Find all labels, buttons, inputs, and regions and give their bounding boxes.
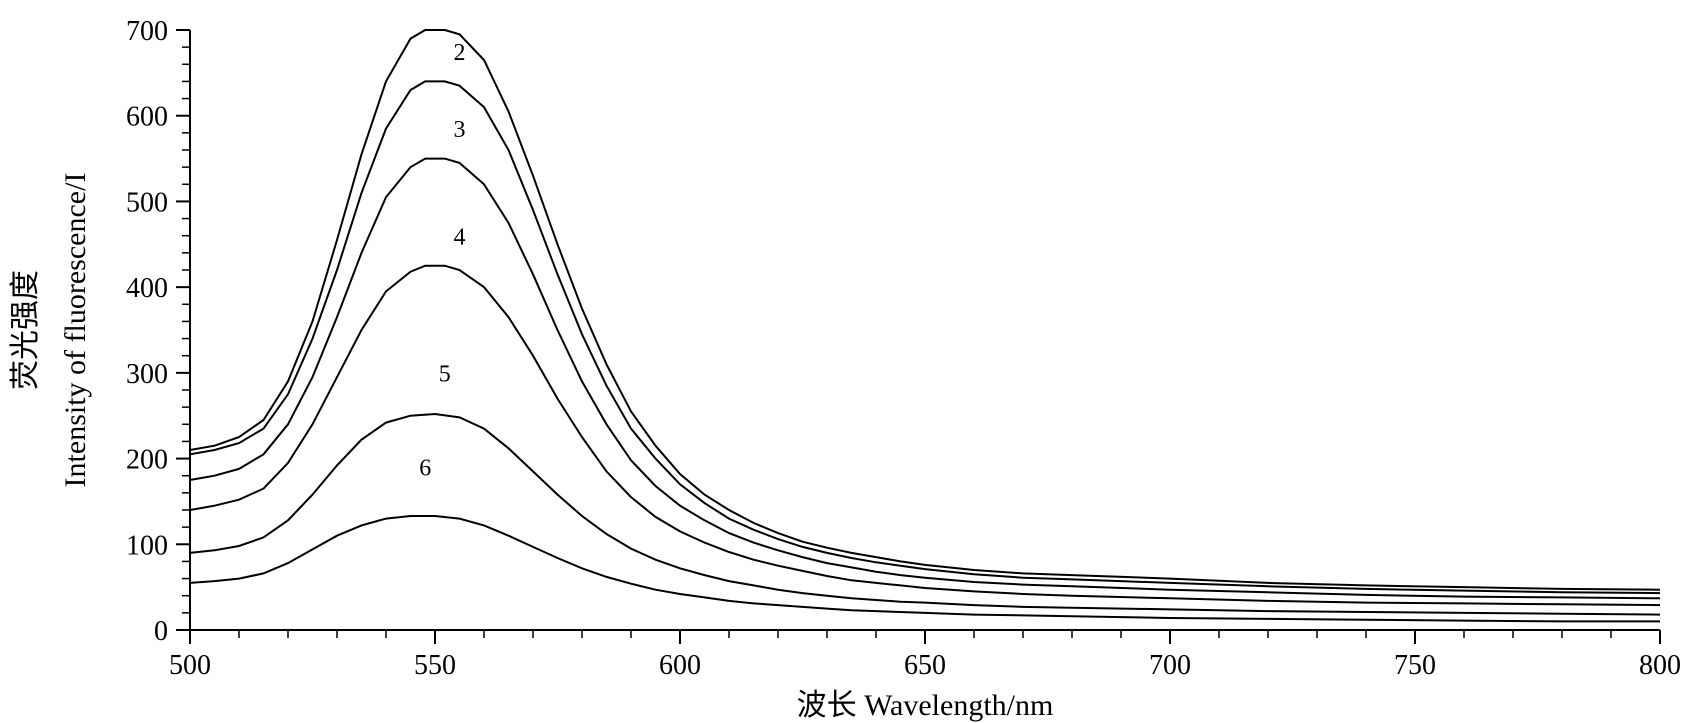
series-line-3 <box>190 159 1660 599</box>
y-tick-label: 700 <box>126 16 168 47</box>
series-line-4 <box>190 266 1660 605</box>
y-tick-label: 300 <box>126 359 168 390</box>
x-tick-label: 700 <box>1149 650 1191 681</box>
y-tick-label: 200 <box>126 445 168 476</box>
y-axis-label-cn: 荧光强度 <box>9 270 42 390</box>
y-axis-label-en: Intensity of fluorescence/I <box>59 173 92 488</box>
series-number-6: 6 <box>419 456 431 482</box>
series-line-1 <box>190 30 1660 590</box>
y-tick-label: 600 <box>126 102 168 133</box>
x-tick-label: 500 <box>169 650 211 681</box>
y-tick-label: 400 <box>126 273 168 304</box>
series-number-4: 4 <box>454 224 466 250</box>
y-tick-label: 500 <box>126 187 168 218</box>
fluorescence-spectrum-chart: 0 100 200 300 400 500 600 700 500 550 600 650 700 750… <box>0 0 1699 723</box>
x-tick-label: 800 <box>1639 650 1681 681</box>
x-tick-label: 750 <box>1394 650 1436 681</box>
series-number-2: 2 <box>454 40 466 66</box>
x-axis-label: 波长 Wavelength/nm <box>797 689 1054 722</box>
x-tick-label: 650 <box>904 650 946 681</box>
chart-svg: 0 100 200 300 400 500 600 700 500 550 600 650 700 750… <box>0 0 1699 723</box>
y-tick-label: 0 <box>154 616 168 647</box>
series-number-5: 5 <box>439 361 451 387</box>
series-line-5 <box>190 414 1660 615</box>
x-tick-label: 550 <box>414 650 456 681</box>
series-number-3: 3 <box>454 117 466 143</box>
series-number-1: 1 <box>434 0 446 6</box>
y-tick-label: 100 <box>126 530 168 561</box>
x-tick-label: 600 <box>659 650 701 681</box>
